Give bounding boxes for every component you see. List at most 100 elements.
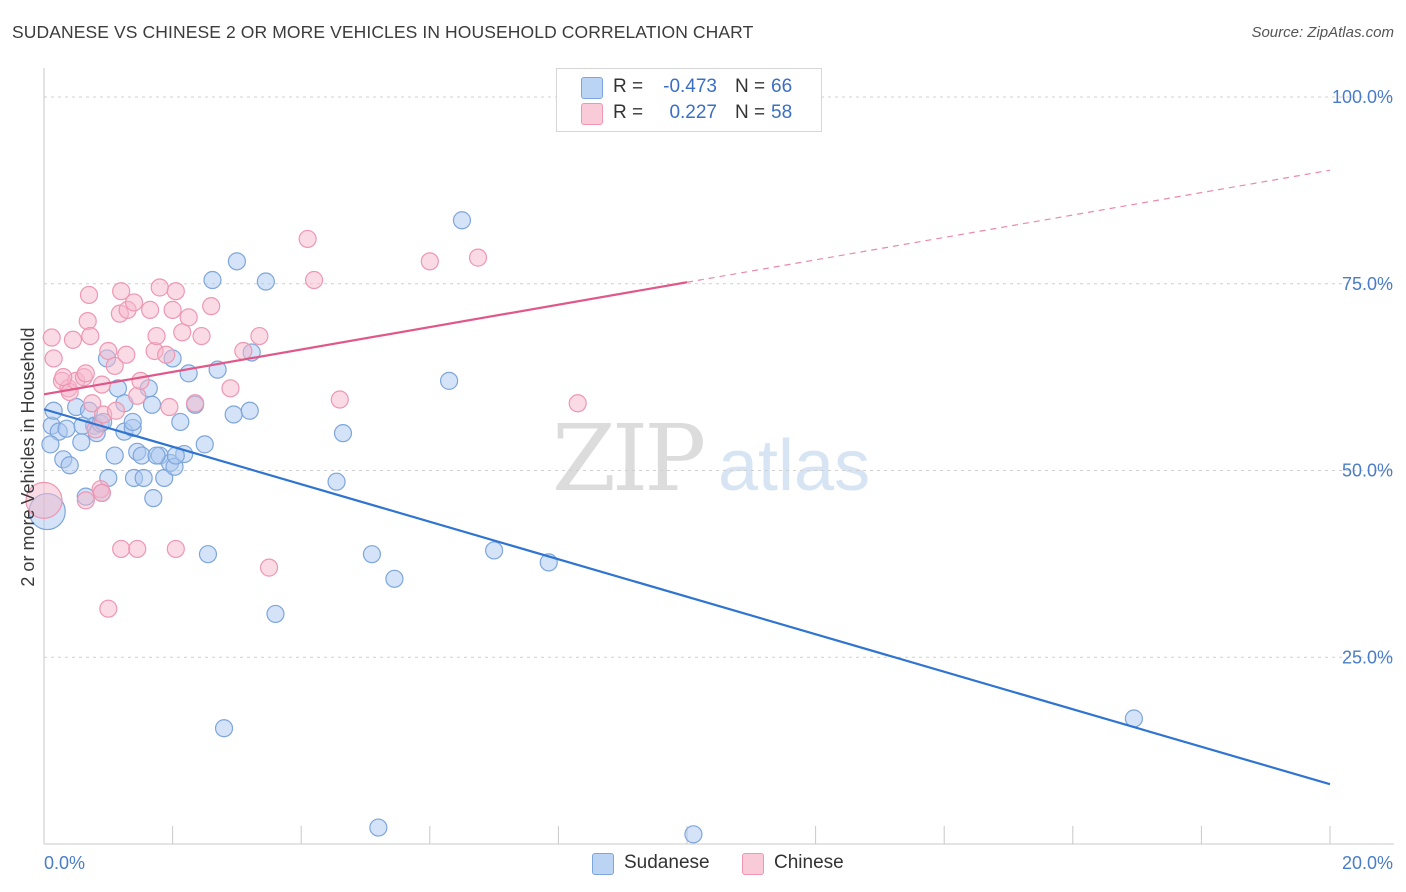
chinese-point — [150, 278, 169, 297]
sudanese-point — [123, 412, 142, 432]
chinese-point — [106, 401, 126, 420]
x-tick-label: 0.0% — [44, 853, 85, 873]
chinese-point — [83, 394, 102, 413]
chinese-point — [420, 252, 439, 271]
legend-r-value: 0.227 — [669, 102, 717, 123]
chinese-point — [221, 379, 240, 398]
sudanese-point — [142, 395, 162, 414]
sudanese-point — [60, 456, 79, 475]
sudanese-point — [227, 252, 246, 271]
chinese-point — [173, 323, 192, 342]
sudanese-swatch — [592, 853, 614, 875]
sudanese-point — [256, 272, 275, 291]
tick-labels: 25.0% 50.0% 75.0% 100.0% 0.0% 20.0% — [44, 87, 1393, 873]
y-tick-label: 100.0% — [1332, 87, 1393, 107]
sudanese-point — [41, 435, 60, 454]
source-label: Source: ZipAtlas.com — [1251, 24, 1394, 41]
chinese-point — [79, 285, 99, 305]
sudanese-point — [369, 818, 388, 837]
sudanese-point — [134, 468, 153, 488]
sudanese-point — [195, 435, 214, 454]
legend-r-value: -0.473 — [663, 76, 717, 97]
chinese-point — [468, 248, 488, 267]
sudanese-point — [684, 825, 703, 844]
sudanese-point — [203, 270, 222, 290]
chinese-point — [112, 282, 131, 301]
chinese-point — [105, 356, 124, 376]
chinese-point — [166, 539, 185, 559]
y-tick-label: 75.0% — [1342, 274, 1393, 294]
sudanese-point — [485, 541, 504, 560]
chinese-point — [298, 229, 317, 249]
legend-n-value: 66 — [771, 76, 793, 97]
chinese-point — [124, 293, 144, 312]
watermark-zip: ZIP — [552, 405, 703, 512]
legend-n-label: N = — [735, 102, 766, 123]
chinese-point — [166, 282, 185, 301]
chinese-point — [99, 599, 118, 618]
y-tick-label: 25.0% — [1342, 647, 1393, 667]
chinese-point — [250, 326, 269, 346]
chinese-point — [128, 539, 147, 559]
sudanese-point — [362, 545, 382, 564]
chinese-point — [128, 386, 147, 405]
chart-title: SUDANESE VS CHINESE 2 OR MORE VEHICLES I… — [12, 22, 754, 42]
sudanese-point — [452, 211, 472, 230]
chinese-point — [112, 539, 131, 559]
bottom-legend-label: Sudanese — [624, 852, 710, 873]
sudanese-point — [385, 569, 404, 588]
chinese-point — [76, 491, 95, 510]
chinese-point — [63, 330, 83, 349]
chinese-swatch — [581, 103, 603, 125]
chinese-point — [140, 300, 160, 319]
legend-n-value: 58 — [771, 102, 793, 123]
data-points — [25, 211, 1143, 844]
chinese-point — [330, 390, 349, 409]
legend: R = -0.473 N = 66 R = 0.227 N = 58 — [556, 68, 822, 132]
x-tick-label: 20.0% — [1342, 853, 1393, 873]
chinese-point — [42, 328, 61, 347]
grid-lines — [44, 96, 1394, 658]
y-axis-label: 2 or more Vehicles in Household — [18, 327, 38, 586]
chinese-point — [117, 345, 136, 364]
chinese-point — [44, 349, 63, 368]
sudanese-point — [105, 446, 124, 465]
axes — [43, 68, 1394, 845]
chinese-point — [259, 558, 279, 577]
sudanese-point — [144, 489, 163, 508]
chinese-trend-line — [43, 281, 688, 396]
legend-n-label: N = — [735, 76, 766, 97]
chinese-point — [92, 483, 111, 503]
sudanese-point — [57, 419, 76, 438]
chinese-point — [54, 368, 73, 387]
chinese-point — [186, 394, 205, 413]
chinese-point — [81, 326, 100, 346]
y-tick-label: 50.0% — [1342, 461, 1393, 481]
legend-r-label: R = — [613, 102, 644, 123]
sudanese-point — [240, 401, 259, 420]
chinese-point — [304, 270, 324, 290]
sudanese-point — [171, 412, 190, 432]
chinese-point — [99, 341, 118, 361]
legend-r-label: R = — [613, 76, 644, 97]
chinese-point — [234, 341, 253, 361]
sudanese-trend-line — [43, 408, 1331, 786]
sudanese-swatch — [581, 77, 603, 99]
chinese-point — [147, 326, 166, 346]
chinese-point — [25, 481, 63, 519]
sudanese-point — [224, 405, 243, 424]
sudanese-point — [72, 433, 91, 452]
sudanese-point — [266, 604, 285, 624]
chinese-point — [568, 394, 587, 413]
chinese-point — [157, 345, 176, 364]
chinese-point — [179, 308, 198, 327]
chinese-point — [202, 297, 221, 316]
chinese-point — [78, 312, 97, 331]
sudanese-point — [147, 446, 166, 465]
bottom-legend-label: Chinese — [774, 852, 844, 873]
chinese-point — [76, 364, 95, 383]
trend-lines — [43, 169, 1331, 786]
sudanese-point — [327, 472, 346, 491]
sudanese-point — [333, 424, 353, 443]
